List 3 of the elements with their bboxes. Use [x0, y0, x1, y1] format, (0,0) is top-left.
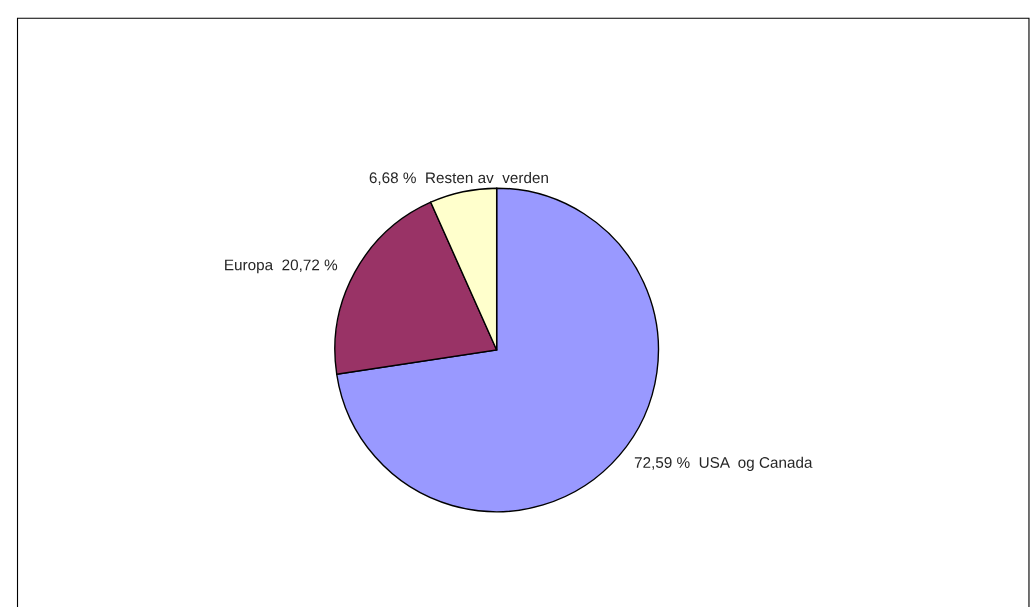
slice-label: Europa 20,72 %	[225, 259, 338, 274]
slice-label: 6,68 % Resten av verden	[369, 171, 548, 185]
slice-label: 72,59 % USA og Canada	[634, 456, 813, 471]
